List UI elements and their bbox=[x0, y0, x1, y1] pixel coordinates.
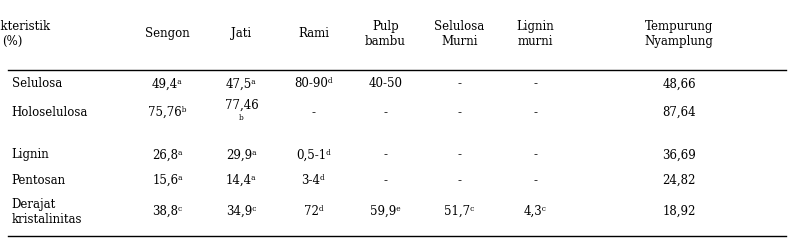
Text: -: - bbox=[457, 174, 461, 187]
Text: 29,9ᵃ: 29,9ᵃ bbox=[226, 148, 256, 161]
Text: -: - bbox=[533, 106, 537, 119]
Text: -: - bbox=[384, 174, 387, 187]
Text: -: - bbox=[457, 77, 461, 90]
Text: 47,5ᵃ: 47,5ᵃ bbox=[226, 77, 256, 90]
Text: 36,69: 36,69 bbox=[662, 148, 696, 161]
Text: Pentosan: Pentosan bbox=[12, 174, 66, 187]
Text: Sengon: Sengon bbox=[145, 27, 190, 40]
Text: 59,9ᵉ: 59,9ᵉ bbox=[370, 205, 401, 218]
Text: -: - bbox=[311, 106, 315, 119]
Text: 24,82: 24,82 bbox=[662, 174, 696, 187]
Text: 77,46
ᵇ: 77,46 ᵇ bbox=[225, 99, 258, 127]
Text: 51,7ᶜ: 51,7ᶜ bbox=[444, 205, 474, 218]
Text: 14,4ᵃ: 14,4ᵃ bbox=[226, 174, 256, 187]
Text: Lignin
murni: Lignin murni bbox=[516, 20, 554, 48]
Text: 34,9ᶜ: 34,9ᶜ bbox=[226, 205, 256, 218]
Text: Karakteristik
(%): Karakteristik (%) bbox=[0, 20, 51, 48]
Text: 72ᵈ: 72ᵈ bbox=[303, 205, 323, 218]
Text: Selulosa
Murni: Selulosa Murni bbox=[434, 20, 484, 48]
Text: 18,92: 18,92 bbox=[662, 205, 696, 218]
Text: Tempurung
Nyamplung: Tempurung Nyamplung bbox=[645, 20, 714, 48]
Text: -: - bbox=[457, 148, 461, 161]
Text: 4,3ᶜ: 4,3ᶜ bbox=[524, 205, 546, 218]
Text: 49,4ᵃ: 49,4ᵃ bbox=[152, 77, 183, 90]
Text: Lignin: Lignin bbox=[12, 148, 49, 161]
Text: -: - bbox=[384, 148, 387, 161]
Text: 3-4ᵈ: 3-4ᵈ bbox=[302, 174, 326, 187]
Text: 80-90ᵈ: 80-90ᵈ bbox=[294, 77, 333, 90]
Text: 75,76ᵇ: 75,76ᵇ bbox=[148, 106, 187, 119]
Text: Rami: Rami bbox=[298, 27, 329, 40]
Text: -: - bbox=[457, 106, 461, 119]
Text: Pulp
bambu: Pulp bambu bbox=[365, 20, 406, 48]
Text: 15,6ᵃ: 15,6ᵃ bbox=[152, 174, 183, 187]
Text: Selulosa: Selulosa bbox=[12, 77, 62, 90]
Text: 40-50: 40-50 bbox=[368, 77, 403, 90]
Text: -: - bbox=[533, 77, 537, 90]
Text: Derajat
kristalinitas: Derajat kristalinitas bbox=[12, 198, 83, 226]
Text: -: - bbox=[384, 106, 387, 119]
Text: Holoselulosa: Holoselulosa bbox=[12, 106, 88, 119]
Text: Jati: Jati bbox=[231, 27, 252, 40]
Text: 48,66: 48,66 bbox=[662, 77, 696, 90]
Text: 38,8ᶜ: 38,8ᶜ bbox=[152, 205, 183, 218]
Text: 0,5-1ᵈ: 0,5-1ᵈ bbox=[296, 148, 331, 161]
Text: 87,64: 87,64 bbox=[662, 106, 696, 119]
Text: -: - bbox=[533, 148, 537, 161]
Text: 26,8ᵃ: 26,8ᵃ bbox=[152, 148, 183, 161]
Text: -: - bbox=[533, 174, 537, 187]
